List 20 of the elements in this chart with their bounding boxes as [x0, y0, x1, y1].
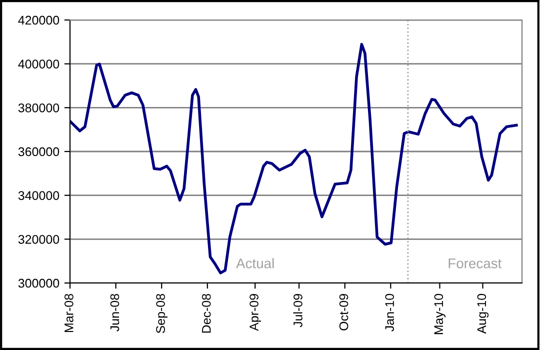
x-tick-label: Sep-08	[156, 294, 168, 334]
annotation: Actual	[236, 258, 274, 268]
y-tick-label: 300000	[18, 278, 60, 288]
x-tick-label: Jan-10	[385, 294, 394, 332]
x-tick-label: Apr-09	[250, 294, 261, 331]
x-tick-label: Mar-08	[64, 294, 74, 332]
line-series	[70, 42, 518, 274]
x-tick-label: Jul-09	[293, 294, 302, 328]
x-tick-label: Dec-08	[202, 294, 211, 333]
y-tick-label: 360000	[18, 147, 60, 156]
y-tick-label: 400000	[18, 60, 60, 68]
x-tick-label: May-10	[434, 294, 446, 334]
x-tick-label: Aug-10	[477, 294, 489, 334]
y-tick-label: 420000	[18, 16, 60, 25]
y-tick-label: 340000	[18, 191, 60, 200]
y-tick-label: 380000	[18, 103, 60, 112]
annotation: Forecast	[448, 258, 502, 268]
x-tick-label: Jun-08	[110, 294, 120, 332]
x-tick-label: Oct-09	[339, 294, 348, 330]
y-tick-label: 320000	[18, 234, 60, 244]
